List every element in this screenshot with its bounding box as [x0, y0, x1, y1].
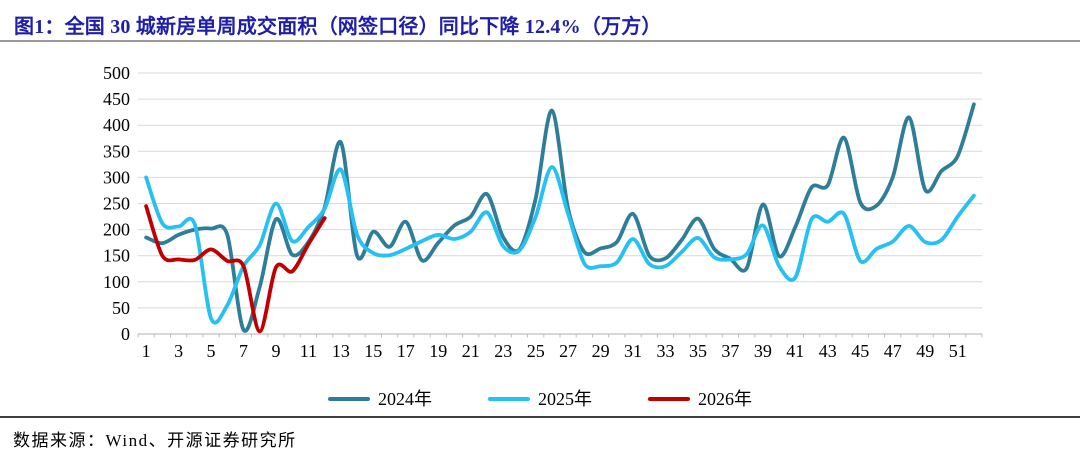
x-axis-label-33: 33 [657, 341, 675, 361]
legend-item-2025: 2025年 [488, 390, 592, 408]
legend-swatch [488, 397, 530, 401]
legend-swatch [648, 397, 690, 401]
x-axis-label-7: 7 [239, 341, 248, 361]
y-axis-label-0: 0 [121, 324, 130, 344]
x-axis-label-37: 37 [721, 341, 739, 361]
y-axis-label-400: 400 [103, 115, 130, 135]
chart-legend: 2024年 2025年 2026年 [0, 386, 1080, 412]
legend-item-2024: 2024年 [328, 390, 432, 408]
x-axis-label-45: 45 [851, 341, 869, 361]
x-axis-label-25: 25 [527, 341, 545, 361]
footer-divider [0, 416, 1080, 418]
x-axis-label-23: 23 [494, 341, 512, 361]
x-axis-label-3: 3 [174, 341, 183, 361]
figure-title: 图1：全国 30 城新房单周成交面积（网签口径）同比下降 12.4%（万方） [14, 16, 662, 38]
x-axis-label-41: 41 [786, 341, 804, 361]
x-axis-label-5: 5 [207, 341, 216, 361]
x-axis-label-49: 49 [916, 341, 934, 361]
legend-label: 2026年 [698, 389, 752, 409]
line-chart: 0 50 100 150 200 250 300 350 400 450 500 1 3 5 7 9 11 13 1… [0, 52, 1080, 364]
x-axis-label-27: 27 [559, 341, 577, 361]
y-axis-label-100: 100 [103, 272, 130, 292]
x-axis-label-29: 29 [592, 341, 610, 361]
y-axis-label-300: 300 [103, 167, 130, 187]
series-line-2024 [144, 102, 976, 333]
x-axis-label-11: 11 [300, 341, 317, 361]
x-axis-label-9: 9 [272, 341, 281, 361]
x-axis-label-13: 13 [332, 341, 350, 361]
x-axis-label-1: 1 [142, 341, 151, 361]
x-axis-label-31: 31 [624, 341, 642, 361]
y-axis-label-500: 500 [103, 63, 130, 83]
y-axis-label-50: 50 [112, 298, 130, 318]
y-axis-label-350: 350 [103, 141, 130, 161]
x-axis-label-19: 19 [429, 341, 447, 361]
y-axis-label-150: 150 [103, 246, 130, 266]
legend-item-2026: 2026年 [648, 390, 752, 408]
y-axis-label-450: 450 [103, 89, 130, 109]
title-divider [0, 40, 1080, 42]
series-line-2026 [144, 204, 327, 334]
x-axis-label-39: 39 [754, 341, 772, 361]
x-axis-label-35: 35 [689, 341, 707, 361]
y-axis-label-250: 250 [103, 194, 130, 214]
legend-label: 2025年 [538, 389, 592, 409]
x-axis-label-21: 21 [462, 341, 480, 361]
legend-swatch [328, 397, 370, 401]
legend-label: 2024年 [378, 389, 432, 409]
x-axis-label-17: 17 [397, 341, 415, 361]
data-source: 数据来源：Wind、开源证券研究所 [13, 431, 297, 450]
x-axis-label-43: 43 [819, 341, 837, 361]
x-axis-label-51: 51 [949, 341, 967, 361]
x-axis-label-15: 15 [364, 341, 382, 361]
series-line-2025 [144, 165, 976, 325]
x-axis-label-47: 47 [884, 341, 902, 361]
y-axis-label-200: 200 [103, 220, 130, 240]
